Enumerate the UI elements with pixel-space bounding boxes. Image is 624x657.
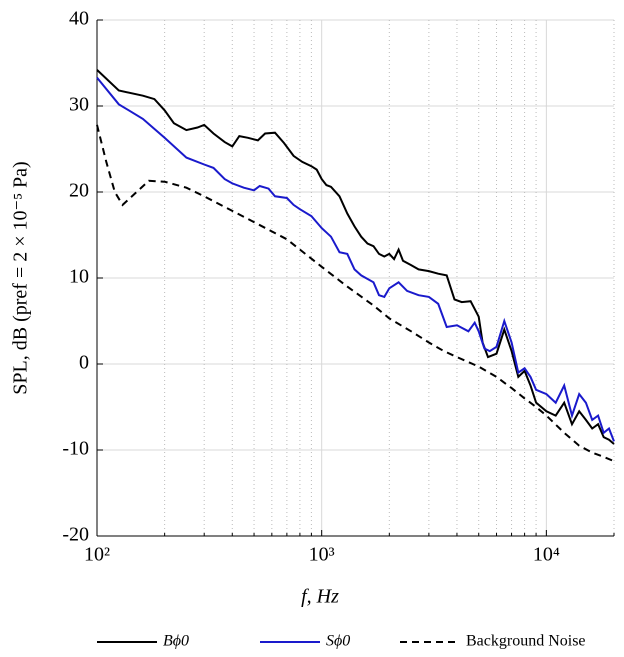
series-line (96, 124, 615, 463)
x-tick-label: 10² (84, 544, 110, 566)
x-axis-label: f, Hz (301, 586, 339, 608)
legend-label: Sϕ0 (326, 633, 350, 650)
y-tick-label: -10 (62, 438, 89, 460)
y-axis-label: SPL, dB (pref = 2 × 10⁻⁵ Pa) (10, 161, 32, 394)
x-tick-label: 10³ (309, 544, 335, 566)
legend-label: Background Noise (466, 633, 586, 650)
y-tick-label: 30 (69, 94, 89, 116)
y-tick-label: -20 (62, 524, 89, 546)
y-tick-label: 0 (79, 352, 89, 374)
y-tick-label: 10 (69, 266, 89, 288)
legend-label: Bϕ0 (163, 633, 189, 650)
y-tick-label: 20 (69, 180, 89, 202)
x-tick-label: 10⁴ (533, 544, 560, 566)
series-line (96, 76, 615, 442)
y-tick-label: 40 (69, 8, 89, 30)
series-line (96, 69, 615, 445)
